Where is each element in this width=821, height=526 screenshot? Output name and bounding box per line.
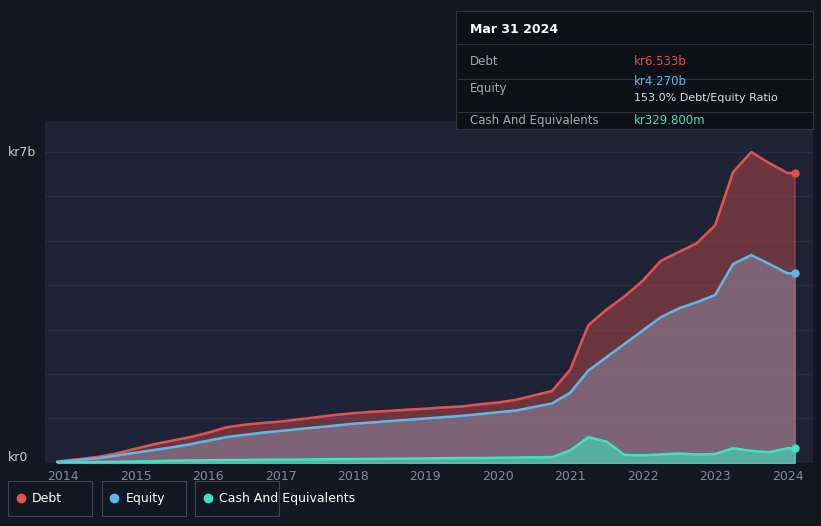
Text: kr6.533b: kr6.533b (635, 55, 687, 68)
Text: kr7b: kr7b (8, 146, 36, 158)
Text: Equity: Equity (470, 82, 507, 95)
FancyBboxPatch shape (102, 481, 186, 517)
Text: Cash And Equivalents: Cash And Equivalents (470, 114, 599, 127)
Text: kr329.800m: kr329.800m (635, 114, 706, 127)
Text: Debt: Debt (470, 55, 498, 68)
Text: kr4.270b: kr4.270b (635, 75, 687, 88)
Text: Mar 31 2024: Mar 31 2024 (470, 23, 558, 36)
Text: Equity: Equity (126, 492, 165, 505)
FancyBboxPatch shape (8, 481, 92, 517)
Text: Debt: Debt (32, 492, 62, 505)
FancyBboxPatch shape (195, 481, 279, 517)
Text: Cash And Equivalents: Cash And Equivalents (219, 492, 355, 505)
Text: 153.0% Debt/Equity Ratio: 153.0% Debt/Equity Ratio (635, 93, 778, 103)
Text: kr0: kr0 (8, 451, 29, 464)
